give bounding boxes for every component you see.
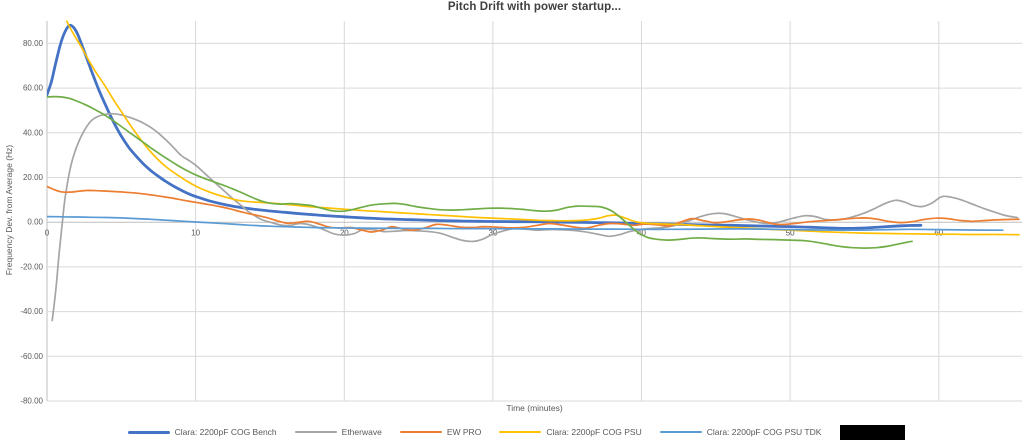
series-line-ew-pro — [47, 185, 1020, 233]
legend-item-ew-pro: EW PRO — [399, 427, 482, 437]
series-line-clara-2200pf-cog-bench — [47, 23, 923, 230]
series-line-clara-2200pf-cog-psu — [65, 20, 1020, 236]
x-axis-title: Time (minutes) — [506, 403, 563, 413]
y-tick-label: -80.00 — [20, 397, 43, 406]
x-tick-label: 0 — [45, 229, 50, 238]
legend-item-clara-2200pf-cog-psu: Clara: 2200pF COG PSU — [499, 427, 642, 437]
legend-label: Etherwave — [341, 427, 382, 437]
legend-item-clara-2200pf-cog-bench: Clara: 2200pF COG Bench — [127, 427, 277, 437]
redacted-legend-entry — [840, 424, 906, 440]
legend: Clara: 2200pF COG Bench Etherwave EW PRO Cl… — [0, 423, 1024, 441]
x-tick-label: 60 — [934, 229, 943, 238]
series-line-etherwave — [51, 112, 1019, 322]
y-tick-label: -20.00 — [20, 262, 43, 271]
y-tick-label: -40.00 — [20, 307, 43, 316]
x-tick-label: 30 — [488, 229, 497, 238]
axis-tick-labels: 80.00 60.00 40.00 20.00 0.00 -20.00 -40.00 -60.… — [20, 39, 943, 406]
series-line-clara-2200pf-cog-psu-tdk — [47, 215, 1004, 232]
y-tick-label: 60.00 — [23, 84, 44, 93]
x-tick-label: 20 — [340, 229, 349, 238]
y-tick-label: 20.00 — [23, 173, 44, 182]
series-lines — [47, 20, 1020, 322]
series-line-redacted — [47, 95, 913, 249]
legend-label: EW PRO — [446, 427, 482, 437]
legend-label: Clara: 2200pF COG PSU — [546, 427, 642, 437]
y-tick-label: 80.00 — [23, 39, 44, 48]
legend-line-swatch — [127, 430, 170, 434]
legend-line-swatch — [499, 431, 542, 433]
legend-line-swatch — [399, 431, 442, 433]
x-tick-label: 40 — [637, 229, 646, 238]
legend-line-swatch — [294, 431, 337, 433]
legend-label: Clara: 2200pF COG PSU TDK — [706, 427, 822, 437]
legend-label: Clara: 2200pF COG Bench — [174, 427, 277, 437]
legend-item-etherwave: Etherwave — [294, 427, 382, 437]
chart-title: Pitch Drift with power startup... — [447, 1, 622, 13]
x-tick-label: 50 — [786, 229, 795, 238]
y-tick-label: 0.00 — [27, 218, 43, 227]
y-tick-label: -60.00 — [20, 352, 43, 361]
x-tick-label: 10 — [191, 229, 200, 238]
legend-line-swatch — [659, 431, 702, 433]
legend-item-clara-2200pf-cog-psu-tdk: Clara: 2200pF COG PSU TDK — [659, 427, 822, 437]
y-tick-label: 40.00 — [23, 128, 44, 137]
